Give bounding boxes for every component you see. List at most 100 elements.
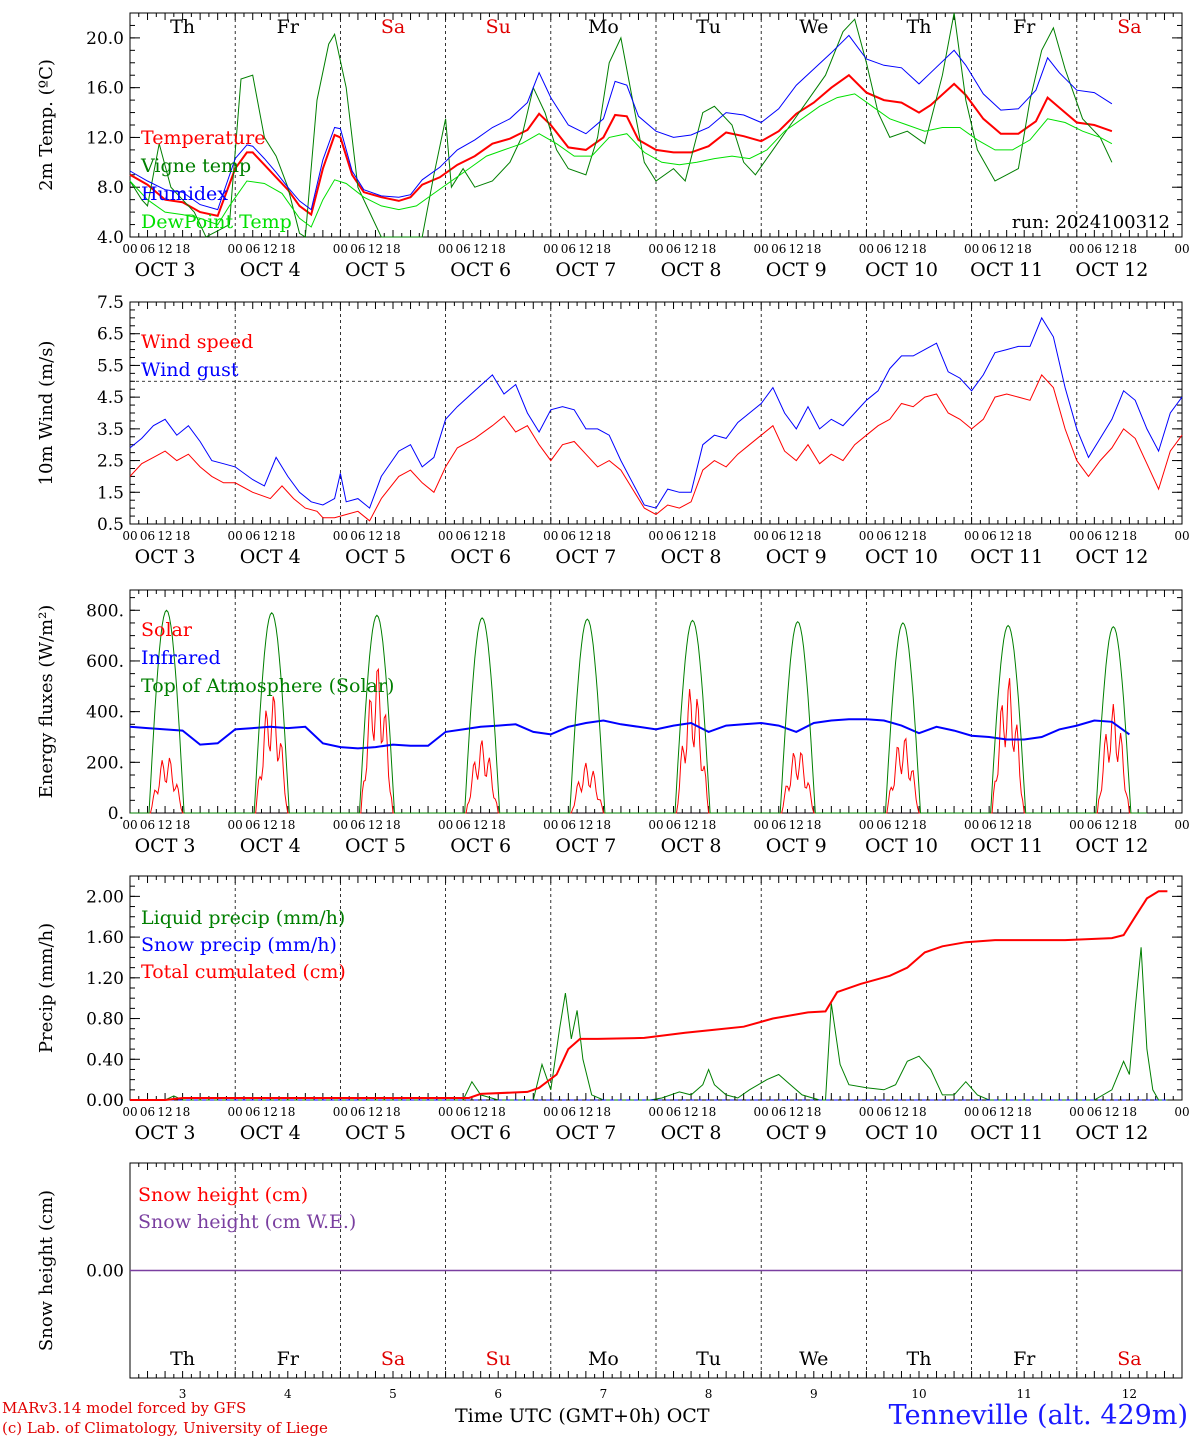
- day-label: OCT 10: [865, 835, 938, 857]
- x-tick-label: 00: [964, 818, 979, 832]
- x-tick-label: 06: [140, 529, 155, 543]
- x-tick-label: 00: [543, 529, 558, 543]
- series-humidex: [129, 34, 1113, 211]
- y-tick-label: 5.5: [97, 356, 124, 376]
- legend-entry: Snow height (cm W.E.): [138, 1211, 356, 1233]
- x-tick-label: 06: [771, 529, 786, 543]
- day-label: OCT 7: [555, 1122, 616, 1144]
- x-tick-label: 00: [648, 529, 663, 543]
- y-tick-label: 2.5: [97, 452, 124, 472]
- y-axis-label: Precip (mm/h): [36, 923, 57, 1053]
- day-label: OCT 11: [970, 546, 1043, 568]
- x-tick-label: 18: [175, 529, 190, 543]
- x-tick-label: 00: [438, 242, 453, 256]
- x-tick-label: 00: [1174, 818, 1189, 832]
- y-tick-label: 1.20: [86, 969, 124, 989]
- weekday-label-top: We: [799, 16, 828, 38]
- x-tick-label: 18: [1017, 818, 1032, 832]
- x-tick-label: 06: [666, 818, 681, 832]
- legend-entry: Total cumulated (cm): [141, 961, 346, 983]
- day-label: OCT 12: [1075, 1122, 1148, 1144]
- day-label: OCT 4: [240, 259, 301, 281]
- y-axis-label: 10m Wind (m/s): [36, 341, 57, 486]
- legend-entry: Wind gust: [141, 359, 239, 381]
- day-label: OCT 4: [240, 835, 301, 857]
- x-tick-label: 12: [263, 1105, 278, 1119]
- weekday-label-bottom: Th: [907, 1348, 932, 1370]
- x-tick-label: 12: [894, 818, 909, 832]
- x-tick-label: 18: [175, 818, 190, 832]
- legend-entry: DewPoint Temp: [141, 211, 292, 233]
- weekday-label-bottom: Sa: [1117, 1348, 1141, 1370]
- x-tick-label: 00: [543, 818, 558, 832]
- x-tick-label: 00: [754, 242, 769, 256]
- x-tick-label: 12: [999, 818, 1014, 832]
- x-tick-label: 12: [263, 818, 278, 832]
- x-tick-label: 18: [280, 1105, 295, 1119]
- x-tick-label: 06: [140, 818, 155, 832]
- day-label: OCT 6: [450, 259, 511, 281]
- y-tick-label: 2.00: [86, 887, 124, 907]
- y-tick-label: 0.00: [86, 1262, 124, 1282]
- x-tick-label: 18: [1122, 1105, 1137, 1119]
- x-tick-label: 06: [245, 818, 260, 832]
- weekday-label-bottom: Tu: [696, 1348, 721, 1370]
- x-tick-label: 06: [455, 1105, 470, 1119]
- x-tick-label: 18: [175, 242, 190, 256]
- x-tick-label: 18: [491, 529, 506, 543]
- x-tick-label: 00: [1069, 818, 1084, 832]
- bottom-day-number: 7: [600, 1387, 608, 1401]
- x-tick-label: 12: [683, 242, 698, 256]
- day-label: OCT 6: [450, 546, 511, 568]
- day-label: OCT 4: [240, 1122, 301, 1144]
- x-tick-label: 06: [1087, 1105, 1102, 1119]
- x-axis-label: Time UTC (GMT+0h) OCT: [455, 1405, 710, 1427]
- x-tick-label: 00: [648, 242, 663, 256]
- y-tick-label: 0.00: [86, 1091, 124, 1111]
- x-tick-label: 00: [648, 818, 663, 832]
- x-tick-label: 00: [333, 529, 348, 543]
- day-label: OCT 3: [135, 835, 196, 857]
- y-tick-label: 800.: [86, 601, 124, 621]
- legend-entry: Infrared: [141, 647, 221, 669]
- x-tick-label: 12: [368, 242, 383, 256]
- x-tick-label: 12: [1104, 529, 1119, 543]
- x-tick-label: 12: [789, 529, 804, 543]
- day-label: OCT 3: [135, 259, 196, 281]
- x-tick-label: 06: [771, 1105, 786, 1119]
- x-tick-label: 00: [1069, 1105, 1084, 1119]
- x-tick-label: 06: [876, 818, 891, 832]
- x-tick-label: 18: [911, 529, 926, 543]
- day-label: OCT 10: [865, 259, 938, 281]
- day-label: OCT 5: [345, 259, 406, 281]
- bottom-day-number: 12: [1122, 1387, 1137, 1401]
- day-label: OCT 5: [345, 1122, 406, 1144]
- weekday-label-top: Fr: [277, 16, 300, 38]
- x-tick-label: 06: [350, 529, 365, 543]
- y-tick-label: 4.0: [97, 228, 124, 248]
- series-wind-gust: [129, 316, 1183, 509]
- panel-2: 0.5 1.5 2.5 3.5 4.5 5.5 6.5 7.5 10m Wind (m/s) Wi…: [36, 293, 1190, 568]
- x-tick-label: 12: [999, 529, 1014, 543]
- x-tick-label: 12: [263, 242, 278, 256]
- x-tick-label: 12: [157, 818, 172, 832]
- x-tick-label: 12: [683, 1105, 698, 1119]
- x-tick-label: 00: [543, 242, 558, 256]
- x-tick-label: 12: [578, 818, 593, 832]
- x-tick-label: 12: [683, 529, 698, 543]
- weekday-label-top: Mo: [588, 16, 619, 38]
- weekday-label-bottom: Th: [170, 1348, 195, 1370]
- bottom-day-number: 5: [389, 1387, 397, 1401]
- x-tick-label: 06: [981, 818, 996, 832]
- series-total-cumulated-cm-: [130, 890, 1168, 1101]
- day-label: OCT 10: [865, 546, 938, 568]
- panel-5: 0.00 Snow height (cm) Snow height (cm) Snow…: [36, 1162, 1183, 1379]
- x-tick-label: 00: [754, 529, 769, 543]
- x-tick-label: 18: [806, 1105, 821, 1119]
- x-tick-label: 12: [157, 1105, 172, 1119]
- x-tick-label: 06: [771, 818, 786, 832]
- series-infrared: [129, 718, 1130, 750]
- x-tick-label: 12: [578, 529, 593, 543]
- x-tick-label: 12: [578, 242, 593, 256]
- x-tick-label: 12: [473, 1105, 488, 1119]
